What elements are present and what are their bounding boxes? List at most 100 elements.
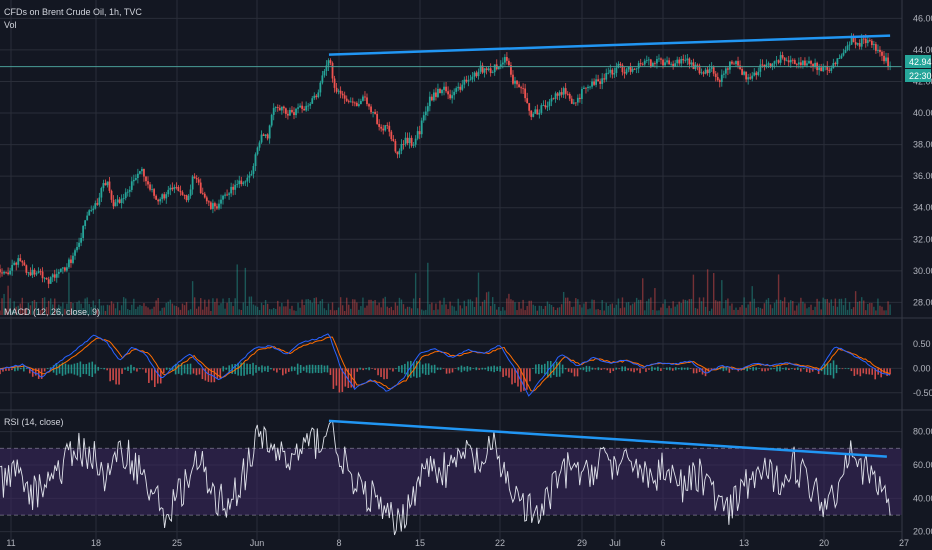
macd-histogram-bar [433, 364, 436, 374]
volume-bar [804, 303, 806, 315]
macd-histogram-bar [728, 368, 731, 373]
candle-body [203, 193, 206, 198]
candle-body [1, 272, 3, 274]
volume-bar [573, 306, 575, 315]
macd-histogram-bar [344, 368, 347, 387]
candle-body [248, 175, 251, 178]
volume-bar [743, 297, 745, 315]
candle-body [570, 98, 573, 104]
macd-histogram-bar [686, 367, 689, 371]
candle-body [883, 55, 885, 62]
candle-body [508, 60, 510, 66]
volume-bar [230, 302, 232, 315]
volume-bar [875, 310, 877, 315]
candle-body [583, 87, 585, 89]
volume-bar [650, 297, 652, 315]
candle-body [364, 96, 366, 98]
macd-histogram-bar [597, 367, 600, 371]
candle-body [860, 38, 863, 47]
candle-body [226, 194, 228, 196]
macd-histogram-bar [683, 367, 686, 370]
volume-bar [226, 302, 228, 315]
volume-bar [394, 302, 397, 315]
volume-bar [244, 267, 247, 315]
candle-body [78, 242, 80, 247]
candle-body [313, 95, 316, 99]
candle-body [422, 115, 425, 121]
macd-histogram-bar [410, 360, 412, 378]
volume-bar [423, 310, 425, 315]
volume-bar [11, 310, 13, 315]
volume-bar [98, 299, 101, 315]
volume-bar [520, 308, 522, 315]
macd-histogram-bar [811, 368, 814, 372]
macd-histogram-bar [94, 364, 97, 374]
time-tick-label: 29 [577, 538, 587, 548]
macd-histogram-bar [293, 366, 296, 371]
candle-body [428, 96, 431, 107]
macd-histogram-bar [234, 364, 236, 375]
candle-body [437, 88, 439, 97]
volume-bar [108, 305, 111, 315]
volume-bar [364, 307, 366, 315]
macd-histogram-bar [859, 368, 862, 377]
candle-body [781, 55, 784, 58]
candle-body [351, 101, 354, 103]
candle-body [84, 220, 87, 226]
volume-bar [153, 306, 155, 315]
volume-bar [556, 307, 559, 315]
volume-bar [102, 305, 105, 315]
volume-bar [646, 301, 648, 315]
candle-body [315, 95, 318, 98]
volume-bar [877, 298, 879, 315]
volume-bar [0, 310, 1, 315]
macd-histogram-bar [505, 368, 507, 376]
candle-body [712, 67, 715, 74]
macd-histogram-bar [478, 368, 481, 370]
volume-bar [116, 302, 119, 315]
macd-histogram-bar [609, 368, 612, 374]
volume-bar [449, 301, 451, 315]
volume-bar [871, 303, 873, 315]
candle-body [706, 69, 709, 74]
volume-bar [167, 301, 169, 315]
volume-bar [410, 308, 413, 315]
candle-body [463, 79, 466, 85]
volume-bar [589, 308, 591, 315]
candle-body [581, 88, 583, 99]
volume-bar [208, 299, 210, 315]
candle-body [130, 181, 133, 190]
macd-histogram-bar [151, 368, 153, 381]
macd-histogram-bar [115, 368, 117, 385]
macd-histogram-bar [755, 367, 757, 371]
volume-bar [45, 307, 48, 315]
volume-bar [112, 303, 115, 315]
candle-body [558, 92, 561, 96]
candle-body [617, 63, 620, 68]
volume-bar [315, 297, 317, 315]
candle-body [327, 60, 330, 66]
macd-histogram-bar [773, 368, 775, 370]
volume-bar [435, 303, 437, 315]
volume-bar [216, 298, 218, 315]
macd-histogram-bar [82, 364, 85, 374]
candle-body [268, 125, 271, 139]
volume-bar [670, 308, 672, 315]
price-tick-label: 30.00 [913, 266, 932, 276]
candle-body [234, 184, 237, 190]
macd-histogram-bar [317, 364, 320, 373]
macd-histogram-bar [347, 368, 350, 389]
macd-histogram-bar [785, 367, 787, 371]
candle-body [445, 86, 447, 92]
macd-histogram-bar [847, 368, 850, 370]
volume-bar [145, 306, 147, 315]
candle-body [676, 59, 679, 64]
volume-bar [402, 304, 405, 315]
volume-bar [70, 301, 72, 315]
macd-histogram-bar [591, 367, 594, 370]
candle-body [45, 277, 48, 280]
macd-histogram-bar [183, 364, 186, 374]
candle-body [426, 106, 429, 112]
macd-histogram-bar [764, 368, 766, 372]
candle-body [349, 101, 352, 103]
